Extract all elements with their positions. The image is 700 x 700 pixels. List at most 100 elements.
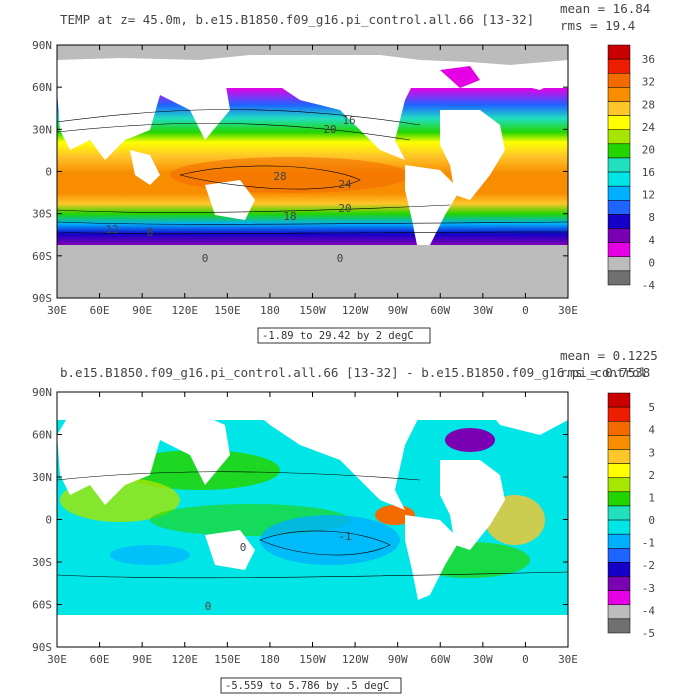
panel1-range-label: -1.89 to 29.42 by 2 degC (262, 330, 414, 342)
panel1-colorbar-swatch (607, 171, 631, 187)
panel1-xtick-label: 0 (522, 304, 529, 317)
panel2-ytick-label: 30N (32, 471, 52, 484)
panel1-xtick-label: 120W (342, 304, 369, 317)
panel2-contour-label: 0 (205, 600, 212, 613)
panel1-colorbar-swatch (607, 44, 631, 60)
panel2-xtick-label: 60W (430, 653, 450, 666)
panel1-colorbar-swatch (607, 157, 631, 173)
panel2-colorbar-label: 2 (648, 469, 655, 482)
panel2-colorbar-swatch (607, 491, 631, 507)
panel2-xtick-label: 0 (522, 653, 529, 666)
panel2-colorbar-swatch (607, 463, 631, 478)
panel2-xtick-label: 30E (558, 653, 578, 666)
panel2-colorbar-swatch (607, 576, 631, 591)
panel2-xtick-label: 180 (260, 653, 280, 666)
panel1-xtick-label: 30W (473, 304, 493, 317)
panel1-colorbar: 36 32 28 24 20 16 12 8 4 0 -4 (607, 44, 656, 292)
panel1-xtick-label: 60W (430, 304, 450, 317)
panel1-xtick-label: 60E (90, 304, 110, 317)
panel1-xtick-label: 180 (260, 304, 280, 317)
panel2-colorbar-swatch (607, 505, 631, 521)
panel2-colorbar-label: -2 (642, 559, 655, 572)
panel2-colorbar-swatch (607, 519, 631, 535)
panel1-colorbar-swatch (607, 115, 631, 130)
panel2-ytick-label: 90S (32, 641, 52, 654)
panel1-contour-label: 8 (147, 226, 154, 239)
panel1-contour-label: 20 (323, 123, 336, 136)
panel1-colorbar-swatch (607, 185, 631, 201)
panel2-ytick-label: 60N (32, 429, 52, 442)
panel2-colorbar-swatch (607, 562, 631, 577)
panel2-xtick-label: 90W (388, 653, 408, 666)
panel1-xtick-label: 30E (47, 304, 67, 317)
panel2-colorbar-swatch (607, 618, 631, 634)
panel2-xtick-label: 30E (47, 653, 67, 666)
panel1-title: TEMP at z= 45.0m, b.e15.B1850.f09_g16.pi… (60, 12, 534, 27)
panel1-ytick-label: 60S (32, 250, 52, 263)
panel1-contour-labels: 16 20 28 24 18 12 8 20 0 0 (105, 114, 355, 265)
panel2-colorbar-label: -1 (642, 537, 655, 550)
panel1-xtick-label: 90E (132, 304, 152, 317)
panel2-ytick-label: 30S (32, 556, 52, 569)
panel2-colorbar-label: 0 (648, 514, 655, 527)
panel2-colorbar-swatch (607, 604, 631, 620)
panel2-colorbar-swatch (607, 590, 631, 606)
panel2-map (57, 392, 568, 647)
panel2-xtick-label: 90E (132, 653, 152, 666)
panel1-ytick-label: 90S (32, 292, 52, 305)
panel1-xtick-label: 90W (388, 304, 408, 317)
panel1-colorbar-label: 12 (642, 189, 655, 202)
panel1-contour-label: 16 (342, 114, 355, 127)
panel2-colorbar-swatch (607, 435, 631, 450)
panel2-xtick-label: 150W (299, 653, 326, 666)
panel1-yticks: 90N 60N 30N 0 30S 60S 90S (32, 39, 568, 305)
panel1-colorbar-label: 0 (648, 256, 655, 269)
panel1-xtick-label: 150E (214, 304, 241, 317)
panel1-contour-label: 24 (338, 178, 352, 191)
panel2-title: b.e15.B1850.f09_g16.pi_control.all.66 [1… (60, 365, 647, 380)
panel2-colorbar-swatch (607, 477, 631, 493)
panel1-colorbar-swatch (607, 200, 631, 215)
panel1-colorbar-swatch (607, 87, 631, 102)
panel2-contour-label: -1 (338, 530, 351, 543)
panel2-contour-label: 0 (240, 541, 247, 554)
panel2-ytick-label: 0 (45, 514, 52, 527)
panel2-xtick-label: 120W (342, 653, 369, 666)
panel1-colorbar-label: 4 (648, 234, 655, 247)
panel1-xticks: 30E 60E 90E 120E 150E 180 150W 120W 90W 60W 30W 0 30… (47, 45, 578, 317)
panel1-colorbar-swatch (607, 242, 631, 258)
panel1-xtick-label: 150W (299, 304, 326, 317)
panel2-colorbar-swatch (607, 533, 631, 549)
panel2-contour-labels: -1 0 0 (205, 530, 352, 613)
panel1-colorbar-label: 20 (642, 143, 655, 156)
panel1-colorbar-label: 8 (648, 211, 655, 224)
panel1-rms: rms = 19.4 (560, 18, 635, 33)
panel2-mean: mean = 0.1225 (560, 348, 658, 363)
panel1-colorbar-swatch (607, 72, 631, 88)
panel2-yticks: 90N 60N 30N 0 30S 60S 90S (32, 386, 568, 654)
panel2-xtick-label: 120E (172, 653, 199, 666)
panel2-colorbar-label: -3 (642, 582, 655, 595)
panel1-colorbar-swatch (607, 58, 631, 74)
panel1-xtick-label: 120E (172, 304, 199, 317)
panel1-colorbar-swatch (607, 270, 631, 286)
panel1-ytick-label: 90N (32, 39, 52, 52)
panel2-colorbar-label: 5 (648, 401, 655, 414)
panel1-contour-label: 20 (338, 202, 351, 215)
panel1-colorbar-swatch (607, 256, 631, 272)
panel1-colorbar-label: 28 (642, 98, 655, 111)
panel1-ytick-label: 60N (32, 81, 52, 94)
panel2-range-label: -5.559 to 5.786 by .5 degC (225, 680, 389, 692)
panel2-colorbar: 5 4 3 2 1 0 -1 -2 -3 -4 -5 (607, 392, 655, 640)
panel1-range-box (257, 327, 431, 344)
panel1-ytick-label: 30N (32, 123, 52, 136)
panel1-map (57, 45, 568, 298)
panel1-colorbar-label: 24 (642, 121, 656, 134)
panel1-contour-label: 0 (202, 252, 209, 265)
panel2-xticks: 30E 60E 90E 120E 150E 180 150W 120W 90W 60W 30W 0 30… (47, 392, 578, 666)
panel2-colorbar-swatch (607, 406, 631, 422)
panel1-colorbar-label: -4 (642, 279, 656, 292)
panel1-xtick-label: 30E (558, 304, 578, 317)
panel1-ytick-label: 30S (32, 208, 52, 221)
